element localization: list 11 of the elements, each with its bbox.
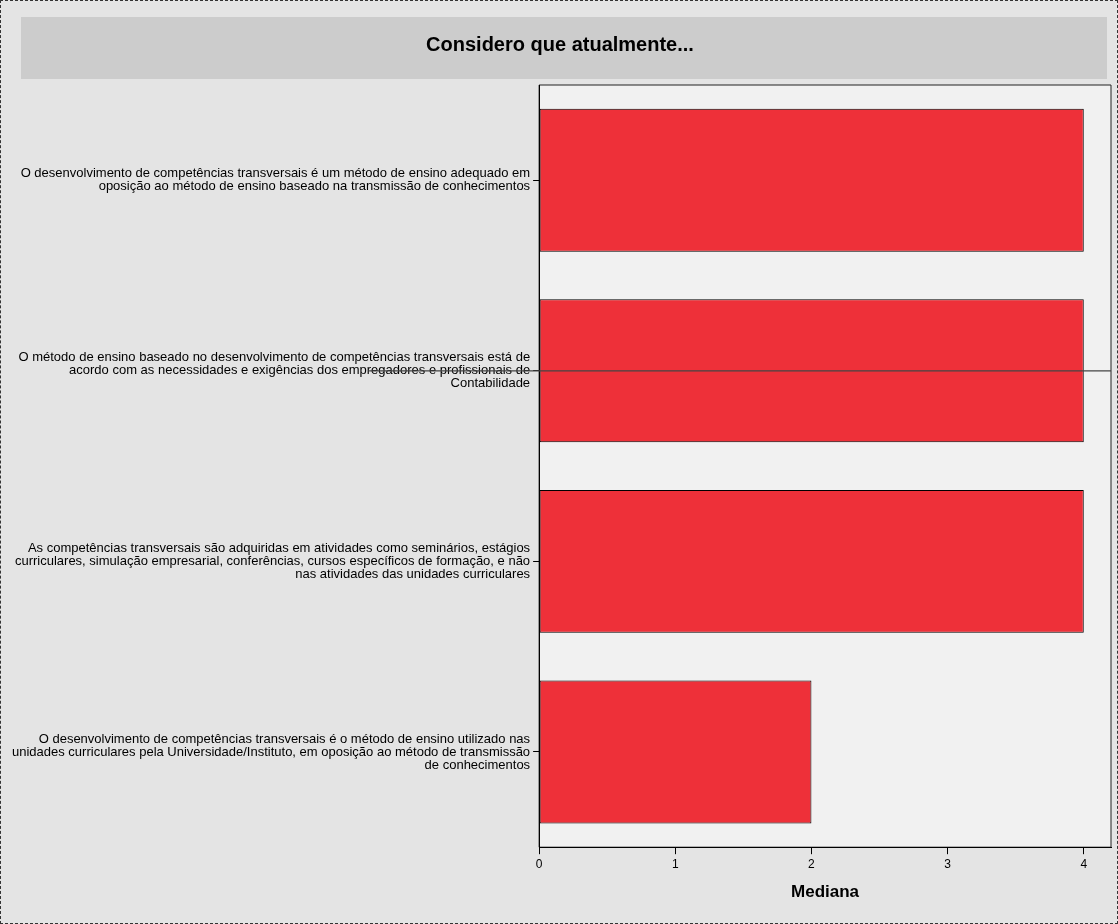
y-tick-label: O método de ensino baseado no desenvolvimento de competências transversais está de acordo com as necessidades e exigências dos empregadores e profissionais de Contabilidade	[18, 349, 531, 391]
y-tick-label: As competências transversais são adquiridas em atividades como seminários, estágios curriculares, simulação empresarial, conferências, cursos específicos de formação, e não nas atividades das unidades curriculares	[14, 539, 531, 581]
chart-title: Considero que atualmente...	[426, 32, 694, 55]
x-tick-label: 4	[1080, 856, 1088, 871]
y-tick-label: O desenvolvimento de competências transversais é o método de ensino utilizado nas unidades curriculares pela Universidade/Instituto, em oposição ao método de transmissão de conhecimentos	[11, 730, 531, 772]
x-tick-label: 2	[808, 856, 816, 871]
y-tick-label: O desenvolvimento de competências transversais é um método de ensino adequado em oposição ao método de ensino baseado na transmissão de conhecimentos	[20, 165, 531, 194]
x-tick-label: 0	[535, 856, 543, 871]
x-axis-title: Mediana	[791, 882, 860, 902]
x-tick-label: 3	[944, 856, 952, 871]
x-tick-label: 1	[671, 856, 679, 871]
